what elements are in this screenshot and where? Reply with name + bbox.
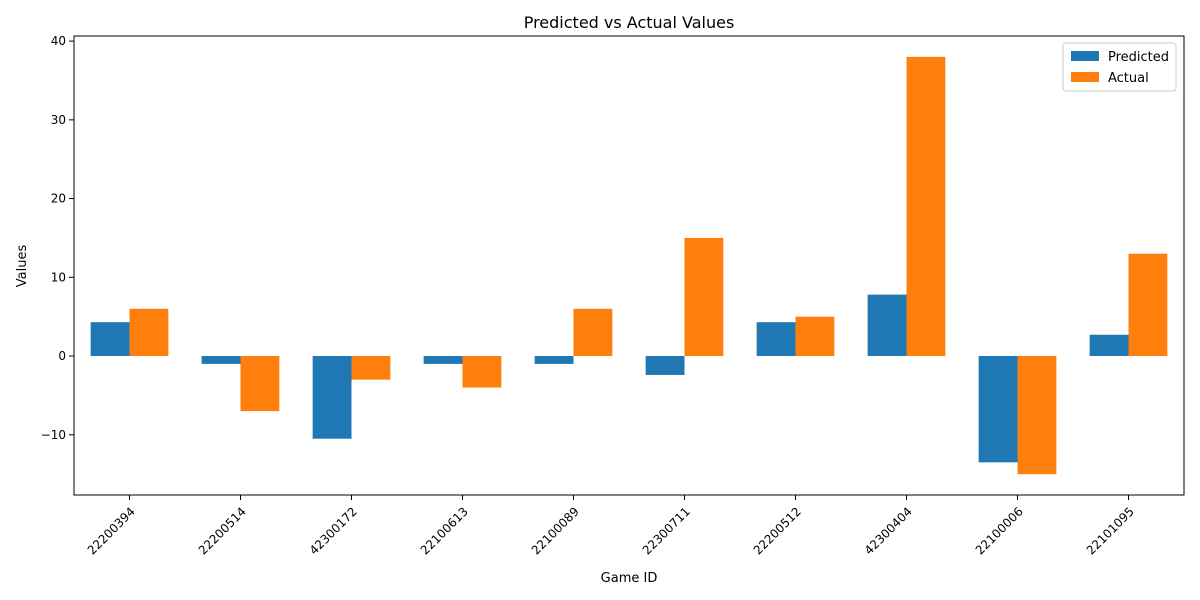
bar-actual-22101095 xyxy=(1128,253,1168,357)
bars xyxy=(90,56,1168,475)
bar-predicted-22200512 xyxy=(756,322,796,357)
bar-predicted-22100613 xyxy=(423,356,463,364)
y-tick-label: −10 xyxy=(41,428,66,442)
y-tick-label: 40 xyxy=(51,34,66,48)
x-axis-title: Game ID xyxy=(601,571,658,586)
bar-predicted-22100089 xyxy=(534,356,574,364)
bar-predicted-22200394 xyxy=(90,322,130,357)
y-tick-label: 30 xyxy=(51,113,66,127)
legend-label-predicted: Predicted xyxy=(1108,50,1169,65)
bar-actual-42300172 xyxy=(351,356,391,380)
bar-actual-42300404 xyxy=(906,56,946,357)
bar-predicted-42300172 xyxy=(312,356,352,439)
bar-actual-22100089 xyxy=(573,308,613,357)
legend: Predicted Actual xyxy=(1062,42,1177,92)
bar-actual-22100613 xyxy=(462,356,502,388)
bar-predicted-22300711 xyxy=(645,356,685,375)
y-tick-label: 20 xyxy=(51,192,66,206)
legend-swatch-predicted xyxy=(1071,51,1099,61)
legend-swatch-actual xyxy=(1071,72,1099,82)
bar-predicted-42300404 xyxy=(867,294,907,357)
bar-actual-22200512 xyxy=(795,316,835,357)
plot-area xyxy=(73,35,1185,496)
y-tick-label: 0 xyxy=(58,349,66,363)
bar-predicted-22100006 xyxy=(978,356,1018,463)
bar-actual-22200514 xyxy=(240,356,280,412)
plot-frame xyxy=(73,35,1185,496)
bar-predicted-22101095 xyxy=(1089,334,1129,357)
bar-actual-22200394 xyxy=(129,308,169,357)
legend-label-actual: Actual xyxy=(1108,71,1149,86)
y-axis-title: Values xyxy=(15,245,30,288)
chart-title: Predicted vs Actual Values xyxy=(524,13,735,32)
bar-actual-22300711 xyxy=(684,237,724,357)
bar-predicted-22200514 xyxy=(201,356,241,364)
bar-actual-22100006 xyxy=(1017,356,1057,475)
y-axis-ticks: −10 0 10 20 30 40 xyxy=(41,34,74,442)
y-tick-label: 10 xyxy=(51,270,66,284)
